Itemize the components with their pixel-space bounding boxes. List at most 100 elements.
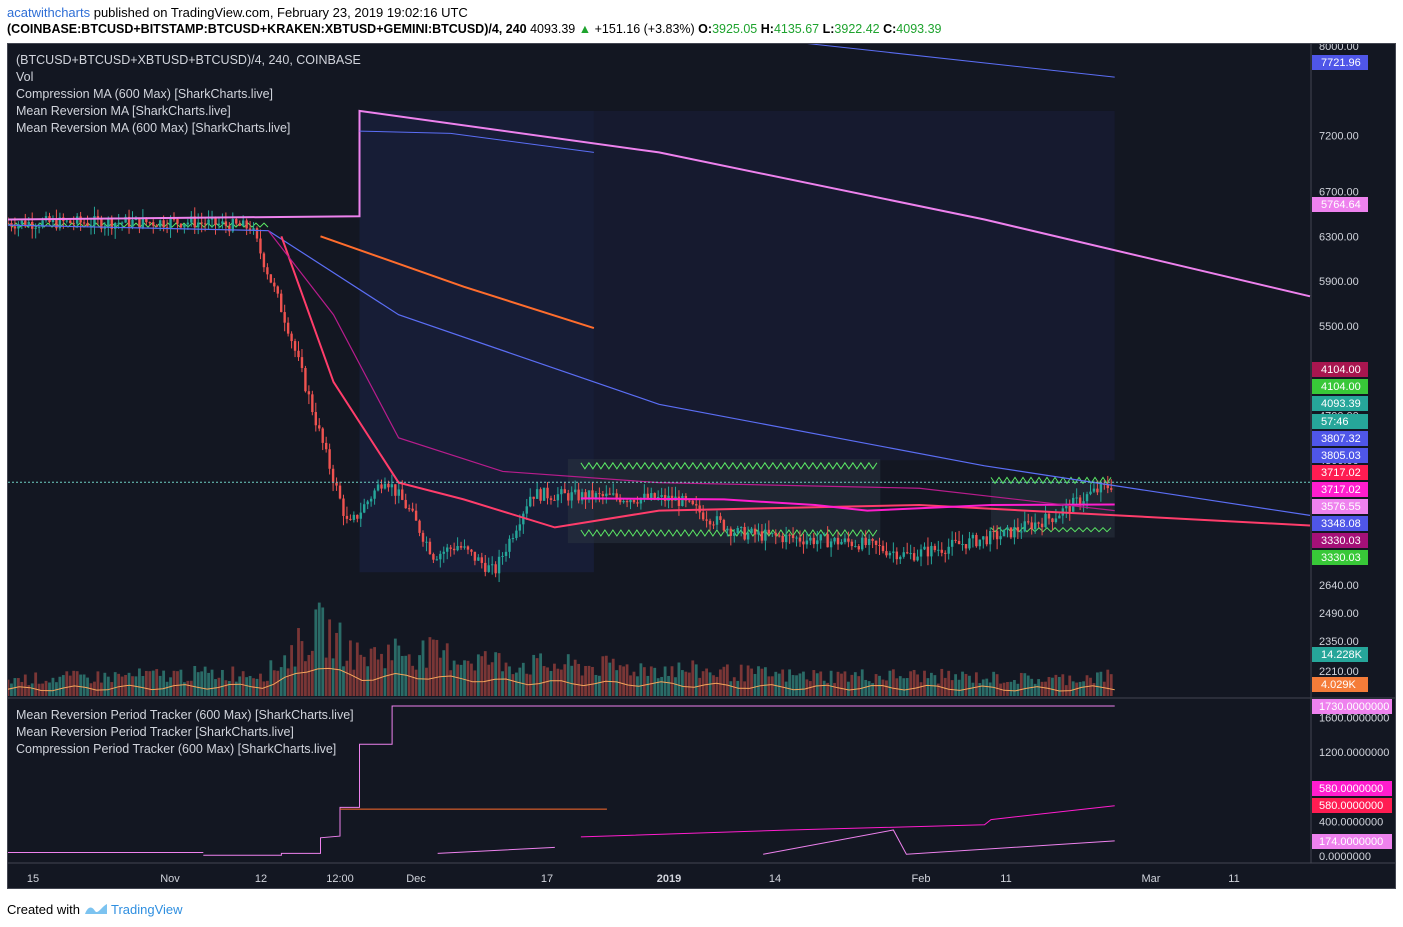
chart-panel[interactable]: 8000.00 7200.00 6700.00 6300.00 5900.00 5500.… [7,43,1396,889]
legend-compression-period[interactable]: Compression Period Tracker (600 Max) [Sh… [16,742,337,756]
candle-body [867,539,871,546]
candle-body [518,524,522,531]
volume-bar [712,675,715,696]
candle-body [58,217,62,229]
volume-bar [1061,674,1065,696]
price-tag-box [1312,379,1368,394]
time-tick-label: 11 [1228,873,1239,885]
legend-volume[interactable]: Vol [16,70,34,84]
volume-bar [241,671,245,696]
candle-body [380,484,383,489]
tradingview-brand-link[interactable]: TradingView [111,902,183,917]
volume-bar [722,666,726,696]
volume-bar [376,659,380,696]
legend-main-series[interactable]: (BTCUSD+BTCUSD+XBTUSD+BTCUSD)/4, 240, CO… [16,53,361,67]
candle-body [881,545,885,552]
lower-tag-label: 174.0000000 [1319,836,1383,848]
volume-bar [867,681,871,696]
candle-body [726,528,729,531]
volume-bar [767,676,771,696]
volume-bar [397,645,401,696]
candle-body [1068,504,1071,512]
candle-body [1089,491,1092,495]
lower-tag-label: 1730.0000000 [1319,701,1389,713]
candle-body [186,222,190,225]
candle-body [1020,531,1023,533]
candle-body [549,498,553,500]
last-price: 4093.39 [530,22,576,36]
volume-tag-box [1312,677,1368,692]
candle-body [681,495,684,506]
candle-body [363,504,366,513]
lower-tick-label: 1600.0000000 [1319,712,1389,724]
price-tick-label: 5900.00 [1319,276,1359,288]
candle-body [535,489,539,499]
candle-body [224,221,228,226]
volume-bar [113,672,117,696]
volume-bar [355,642,359,696]
candle-body [840,541,843,545]
volume-bar [1096,672,1099,696]
volume-bar [421,640,425,696]
legend-mean-reversion-ma-600[interactable]: Mean Reversion MA (600 Max) [SharkCharts… [16,121,291,135]
legend-mr-period[interactable]: Mean Reversion Period Tracker [SharkChar… [16,725,294,739]
legend-mr-period-600[interactable]: Mean Reversion Period Tracker (600 Max) … [16,708,354,722]
volume-bar [694,664,698,696]
volume-bar [615,670,619,696]
volume-bar [988,682,992,696]
candle-body [570,492,573,501]
candle-body [158,220,162,227]
candle-body [72,223,75,225]
candle-body [1082,501,1085,505]
volume-bar [1009,681,1013,696]
author-link[interactable]: acatwithcharts [7,5,91,20]
candle-body [477,557,480,561]
candle-body [577,489,580,501]
volume-bar [48,682,51,696]
volume-bar [127,672,131,696]
volume-bar [781,669,785,696]
volume-bar [950,680,954,696]
footer: Created with TradingView [7,902,183,917]
candle-body [636,502,639,504]
volume-bar [470,663,473,696]
volume-bar [207,672,210,696]
volume-bar [106,676,110,696]
candle-body [324,442,328,450]
candle-body [345,515,349,519]
candle-body [421,532,425,542]
candle-body [425,541,428,543]
candle-body [715,516,719,525]
ma-line-magenta [580,497,1115,512]
candle-body [449,547,452,549]
price-tag-box [1312,55,1368,70]
volume-bar [677,662,681,696]
candle-body [120,222,124,224]
candle-body [1096,488,1099,493]
legend-mean-reversion-ma[interactable]: Mean Reversion MA [SharkCharts.live] [16,104,231,118]
candle-body [387,483,390,488]
chart-canvas[interactable]: 8000.00 7200.00 6700.00 6300.00 5900.00 5500.… [8,44,1396,889]
volume-bar [791,675,795,696]
volume-bar [490,662,494,696]
price-tag-label: 3805.03 [1321,450,1361,462]
volume-bar [203,666,207,696]
volume-bar [58,676,62,696]
candle-body [1044,513,1047,528]
legend-compression-ma[interactable]: Compression MA (600 Max) [SharkCharts.li… [16,87,274,101]
candle-body [916,556,919,561]
volume-bar [864,679,868,696]
candle-body [432,554,435,560]
volume-bar [508,666,511,696]
volume-bar [822,680,826,696]
volume-tag-label: 4.029K [1321,679,1357,691]
volume-bar [601,656,605,696]
volume-bar [542,666,546,696]
volume-bar [895,678,899,696]
volume-bar [964,673,968,696]
candle-body [615,493,618,498]
volume-bar [687,672,691,696]
time-tick-label: 14 [769,873,781,885]
candle-body [857,546,860,550]
volume-bar [1033,683,1037,696]
